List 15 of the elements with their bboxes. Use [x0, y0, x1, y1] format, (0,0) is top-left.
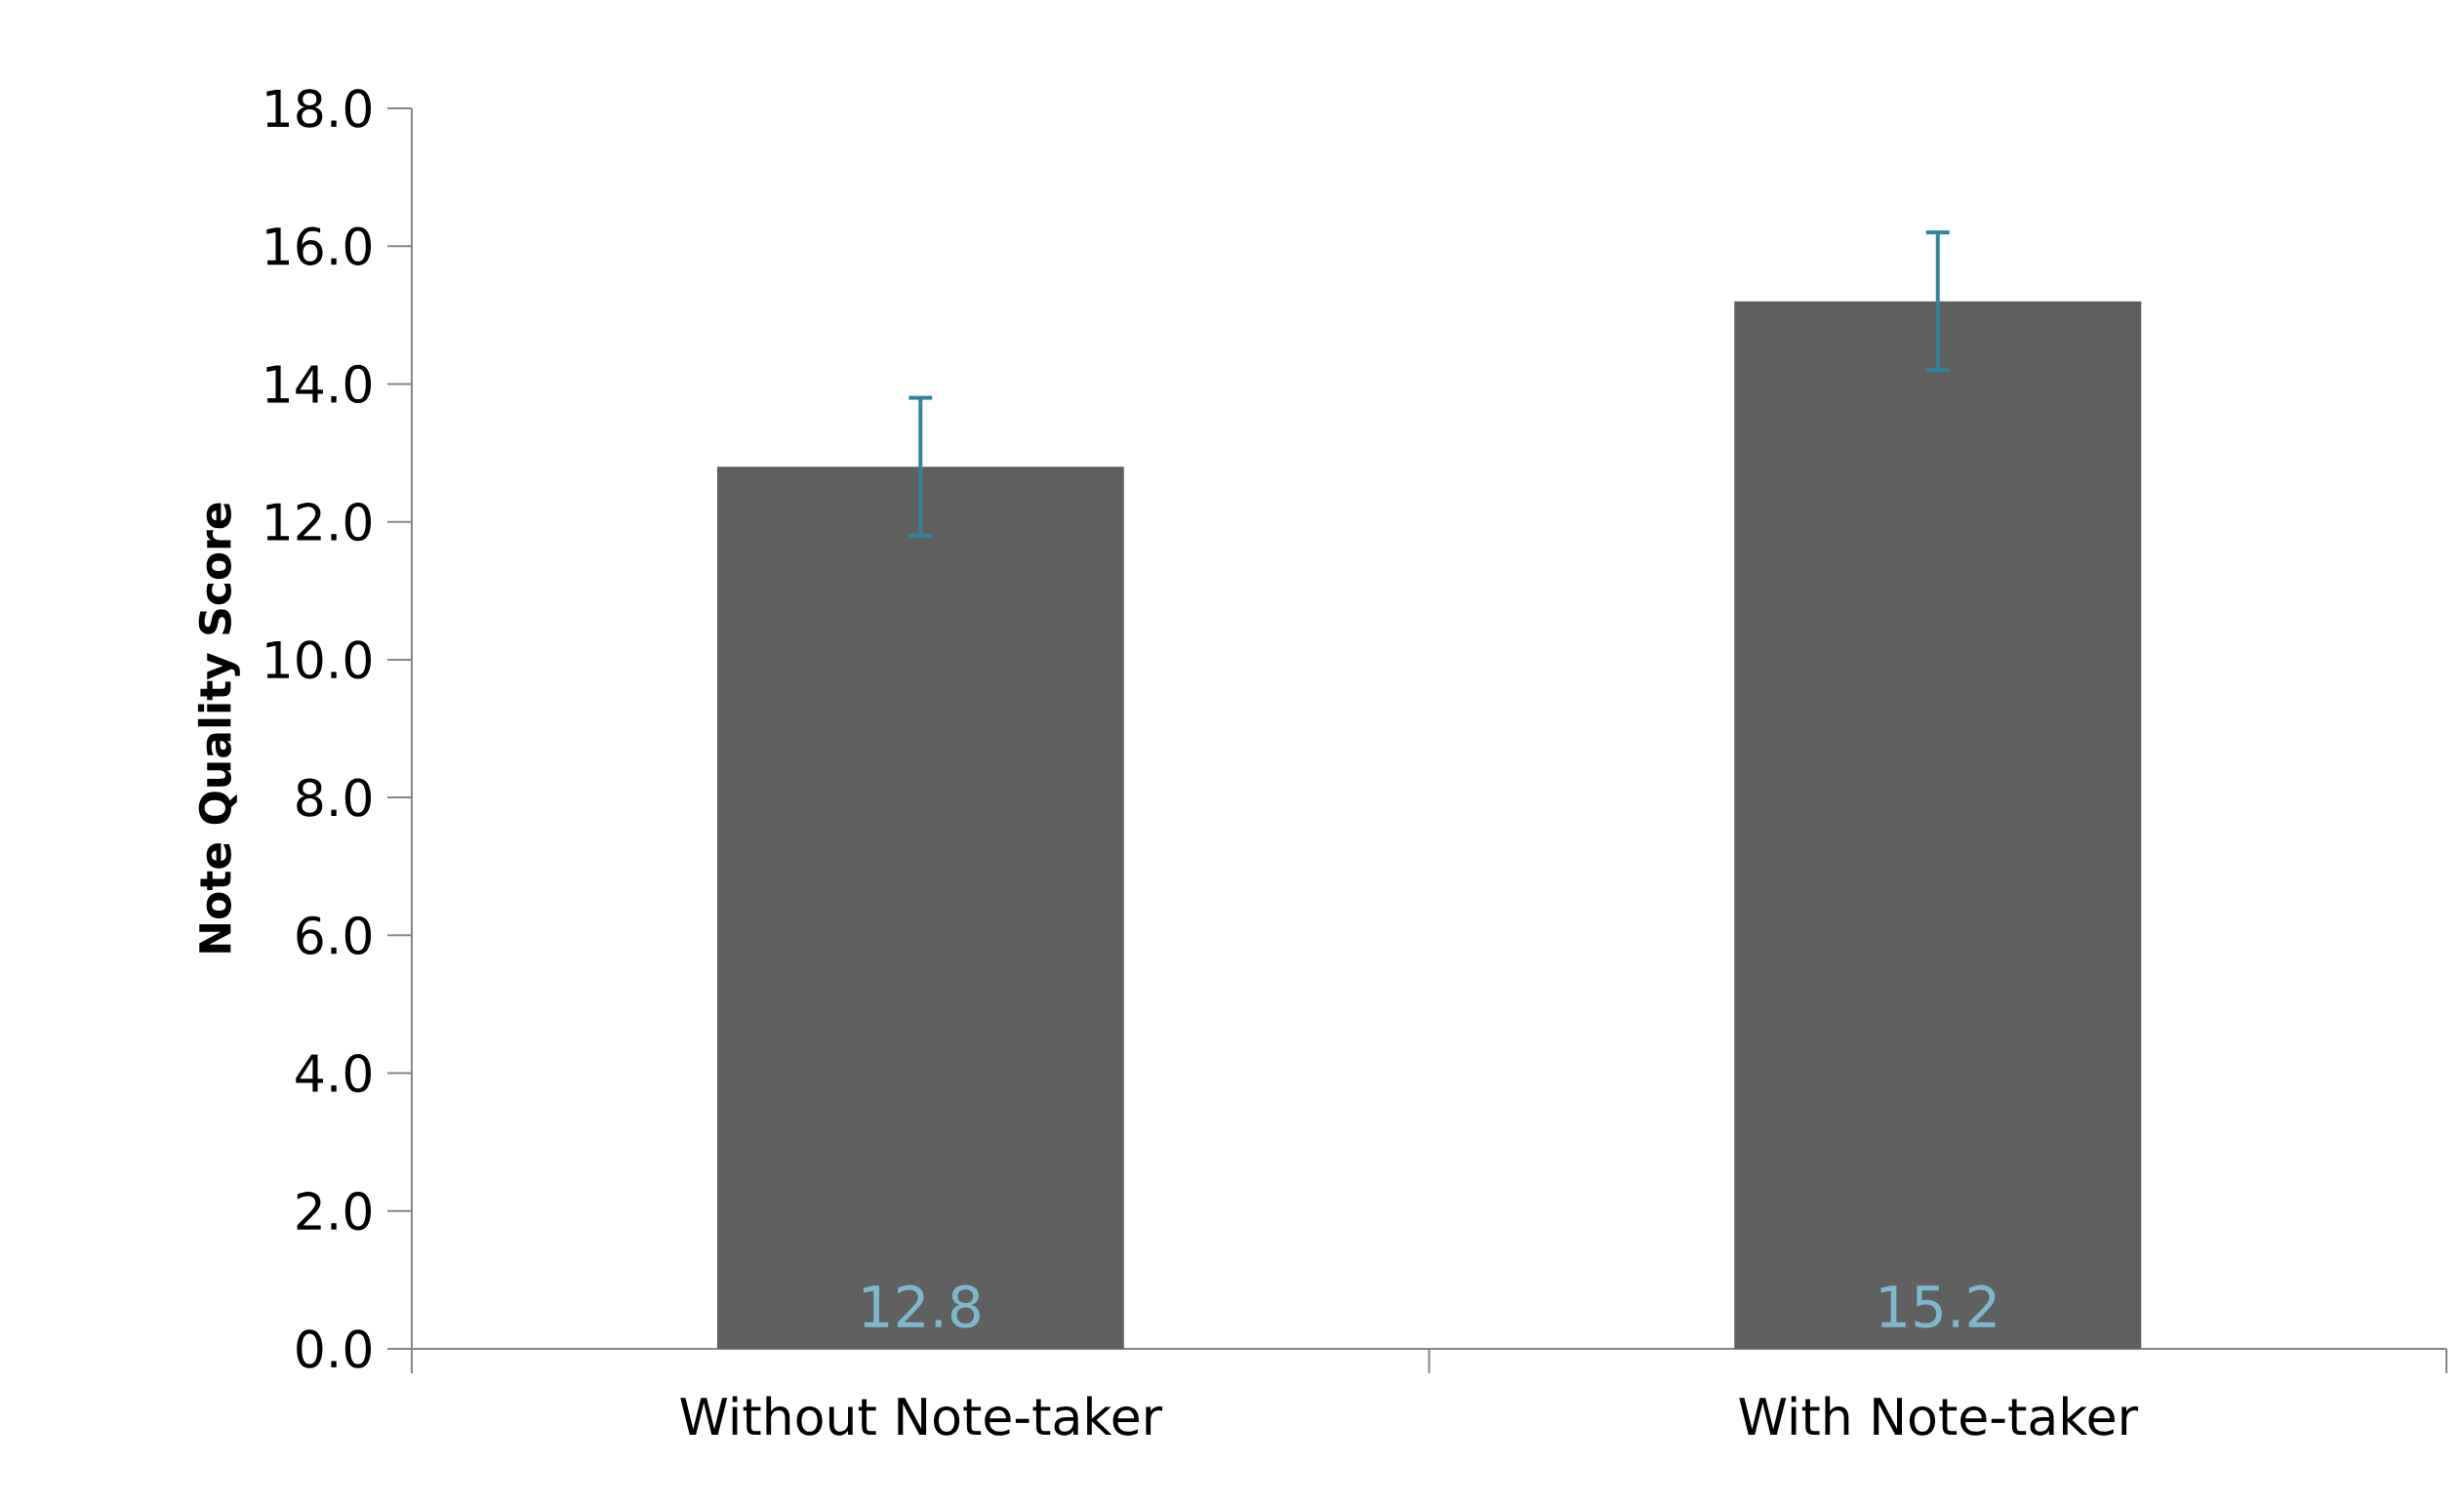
data-label: 15.2	[1880, 1284, 1996, 1328]
y-tick-label: 2.0	[297, 1192, 372, 1231]
data-label: 12.8	[864, 1284, 980, 1328]
y-axis-title: Note Quality Score	[197, 503, 240, 953]
y-tick-label: 14.0	[266, 364, 371, 404]
y-tick-label: 10.0	[266, 640, 371, 679]
x-tick-label: Without Note-taker	[680, 1396, 1163, 1436]
x-tick-label: With Note-taker	[1739, 1396, 2138, 1436]
y-tick-label: 16.0	[266, 226, 371, 265]
y-tick-label: 12.0	[266, 503, 371, 542]
y-tick-label: 4.0	[296, 1053, 372, 1093]
y-tick-label: 18.0	[266, 89, 371, 128]
y-tick-label: 8.0	[297, 778, 372, 817]
y-tick-label: 6.0	[297, 916, 372, 955]
y-tick-label: 0.0	[297, 1329, 372, 1368]
